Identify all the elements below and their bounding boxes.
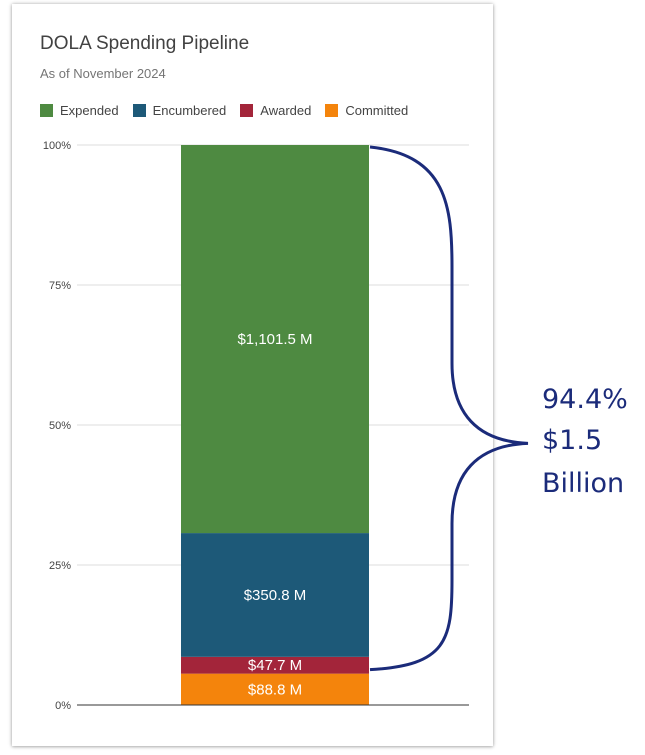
legend-label-expended: Expended bbox=[60, 102, 119, 118]
data-label-expended: $1,101.5 M bbox=[237, 331, 312, 348]
legend-swatch-encumbered bbox=[132, 103, 146, 117]
legend-item-expended: Expended bbox=[40, 103, 119, 118]
y-tick-label: 75% bbox=[49, 280, 71, 292]
legend-item-awarded: Awarded bbox=[240, 103, 311, 118]
legend-label-encumbered: Encumbered bbox=[152, 102, 227, 118]
legend-swatch-awarded bbox=[240, 103, 254, 117]
y-tick-label: 100% bbox=[43, 140, 71, 152]
data-label-encumbered: $350.8 M bbox=[244, 587, 307, 604]
y-tick-label: 25% bbox=[49, 560, 71, 572]
y-tick-label: 0% bbox=[55, 700, 71, 712]
legend-swatch-committed bbox=[325, 103, 339, 117]
bar-segment-expended bbox=[181, 145, 369, 534]
curly-brace-annotation bbox=[369, 145, 529, 672]
legend-item-committed: Committed bbox=[325, 103, 408, 118]
legend-item-encumbered: Encumbered bbox=[132, 102, 227, 118]
data-label-awarded: $47.7 M bbox=[248, 657, 302, 674]
chart-legend: Expended Encumbered Awarded Committed bbox=[40, 101, 408, 119]
annotation-text-line-1: 94.4% bbox=[542, 384, 628, 415]
annotation-text-line-3: Billion bbox=[542, 468, 624, 499]
legend-label-committed: Committed bbox=[345, 102, 409, 118]
annotation-text-line-2: $1.5 bbox=[542, 425, 602, 456]
chart-title: DOLA Spending Pipeline bbox=[40, 33, 250, 54]
chart-subtitle: As of November 2024 bbox=[40, 66, 166, 81]
bar-segment-awarded bbox=[181, 656, 369, 674]
legend-swatch-expended bbox=[40, 103, 53, 117]
bar-segment-encumbered bbox=[181, 533, 369, 657]
y-tick-label: 50% bbox=[49, 420, 71, 432]
legend-label-awarded: Awarded bbox=[260, 102, 312, 118]
data-label-committed: $88.8 M bbox=[248, 681, 302, 698]
bar-segment-committed bbox=[181, 673, 369, 705]
